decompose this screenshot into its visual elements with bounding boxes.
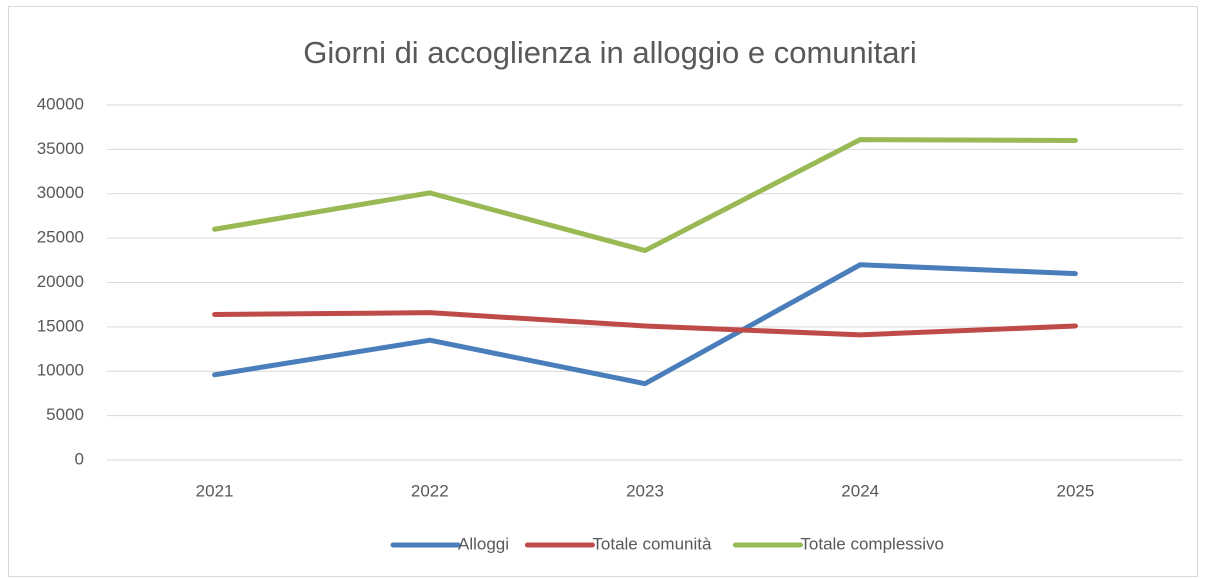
y-tick-label: 40000 <box>37 94 84 113</box>
x-tick-label: 2022 <box>411 481 449 500</box>
line-series <box>212 262 1078 387</box>
y-tick-label: 30000 <box>37 183 84 202</box>
legend-label: Totale complessivo <box>800 534 944 553</box>
legend-label: Alloggi <box>458 534 509 553</box>
chart-title: Giorni di accoglienza in alloggio e comu… <box>303 35 916 70</box>
x-tick-label: 2025 <box>1056 481 1094 500</box>
y-tick-label: 10000 <box>37 361 84 380</box>
y-tick-label: 15000 <box>37 316 84 335</box>
x-tick-label: 2021 <box>196 481 234 500</box>
x-tick-label: 2023 <box>626 481 664 500</box>
line-series <box>212 310 1078 338</box>
line-series <box>212 137 1078 254</box>
legend-label: Totale comunità <box>592 534 712 553</box>
y-tick-label: 25000 <box>37 228 84 247</box>
chart-border <box>8 6 1198 577</box>
x-tick-label: 2024 <box>841 481 879 500</box>
y-tick-label: 5000 <box>46 405 84 424</box>
y-tick-label: 0 <box>75 449 84 468</box>
y-tick-label: 20000 <box>37 272 84 291</box>
y-tick-label: 35000 <box>37 139 84 158</box>
